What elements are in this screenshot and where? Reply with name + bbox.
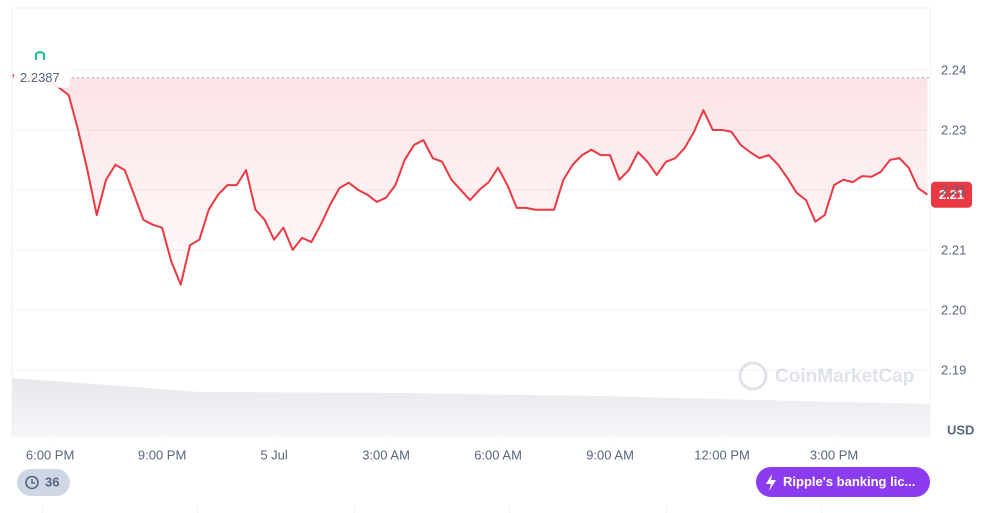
- x-tick-label: 6:00 AM: [474, 447, 522, 462]
- x-tick-label: 9:00 AM: [586, 447, 634, 462]
- news-pill[interactable]: Ripple's banking lic...: [756, 467, 930, 497]
- axis-unit: USD: [947, 422, 974, 437]
- volume-area: [12, 378, 930, 437]
- bottom-ruler: [41, 505, 823, 513]
- x-tick-label: 12:00 PM: [694, 447, 750, 462]
- x-tick-label: 6:00 PM: [26, 447, 74, 462]
- y-tick-label: 2.21: [941, 182, 966, 197]
- price-line: [12, 73, 928, 286]
- x-tick-label: 3:00 AM: [362, 447, 410, 462]
- x-tick-label: 9:00 PM: [138, 447, 186, 462]
- open-price-label: 2.2387: [20, 70, 60, 85]
- watermark-text: CoinMarketCap: [775, 366, 914, 387]
- news-pill-text: Ripple's banking lic...: [783, 474, 915, 489]
- y-tick-label: 2.19: [941, 362, 966, 377]
- price-area: [12, 74, 928, 285]
- badge-count: 36: [45, 474, 59, 489]
- current-price-label: 2.21: [939, 187, 964, 202]
- y-tick-label: 2.24: [941, 62, 966, 77]
- watermark: CoinMarketCap: [738, 361, 914, 391]
- y-tick-label: 2.21: [941, 242, 966, 257]
- y-tick-label: 2.20: [941, 302, 966, 317]
- x-tick-label: 5 Jul: [260, 447, 288, 462]
- history-badge[interactable]: 36: [17, 469, 70, 496]
- open-price-badge: [14, 67, 70, 88]
- y-tick-label: 2.23: [941, 122, 966, 137]
- current-price-badge: [931, 181, 972, 208]
- x-tick-label: 3:00 PM: [810, 447, 858, 462]
- up-marker: [35, 51, 45, 60]
